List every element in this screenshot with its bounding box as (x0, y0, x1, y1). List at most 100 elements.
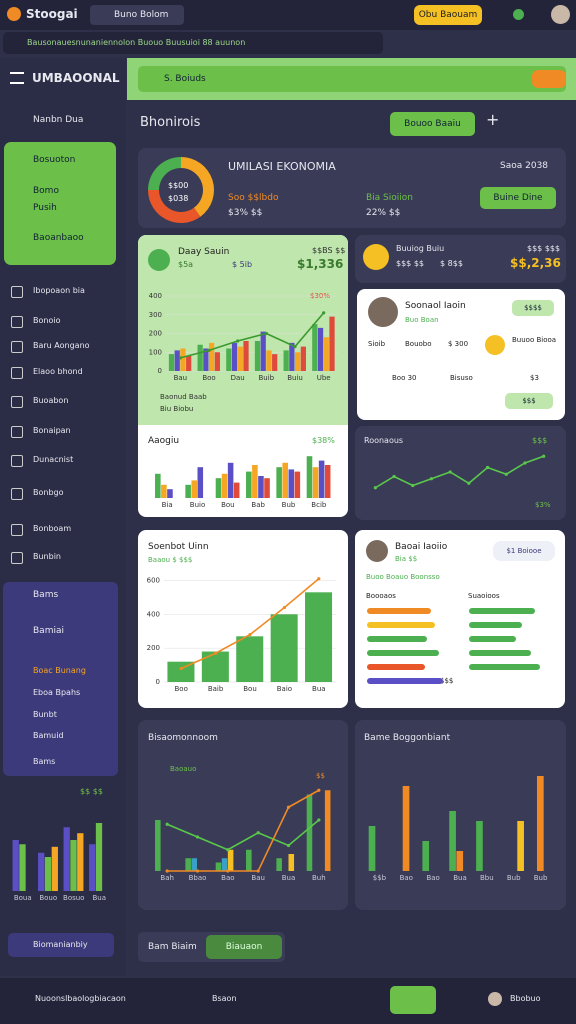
bar (201, 651, 229, 682)
summary-label: Bia Sioiion (366, 193, 413, 203)
primary-button[interactable]: Bouoo Baaiu (390, 112, 475, 136)
bar (155, 473, 161, 498)
nav-item[interactable]: Ibopoaon bia (33, 286, 85, 295)
bar (276, 467, 282, 498)
sales-chart: 0 200 400 600 Boo Baib Bou Baio Bua (147, 576, 336, 693)
nav-item[interactable]: Bonboam (33, 524, 72, 533)
coin-icon (363, 244, 389, 270)
point (542, 454, 546, 458)
bar (456, 851, 464, 871)
point (411, 483, 415, 488)
bar (272, 354, 278, 371)
sidebar-button[interactable]: Biomanianbiy (8, 933, 114, 957)
bottom-field[interactable]: Bsaon (212, 994, 237, 1003)
analytics-chart: Bia Buio Bou Bab Bub Bcib (155, 456, 331, 509)
x-tick-label: Bua (312, 685, 326, 693)
bar (236, 636, 264, 682)
market-chart: Bah Bbao Bao Bau Bua Buh (155, 788, 331, 882)
bar (19, 844, 26, 891)
progress-bar (469, 636, 516, 642)
y-tick-label: 0 (156, 678, 160, 686)
bar (246, 471, 252, 498)
footer-button[interactable]: Biauaon (206, 935, 282, 959)
x-tick-label: Boo (175, 685, 188, 693)
x-tick-label: Bua (282, 874, 296, 882)
point (236, 339, 240, 343)
avatar[interactable] (551, 5, 570, 24)
address-bar[interactable]: Bausonauesnunaniennolon Buouo Buusuioi 8… (3, 32, 383, 54)
nav-item[interactable]: Bonbgo (33, 488, 64, 497)
overview-icon (148, 249, 170, 271)
summary-value: $3% $$ (228, 208, 263, 218)
profile-button[interactable]: $$$ (505, 393, 553, 409)
overview-sub: $5a (178, 260, 194, 269)
x-tick-label: Buio (190, 501, 205, 509)
pill-button[interactable]: Obu Baouam (414, 5, 482, 25)
profile-stat: $3 (530, 374, 539, 382)
nav-item[interactable]: Dunacnist (33, 455, 74, 464)
point (165, 869, 169, 873)
point (178, 356, 182, 360)
x-tick-label: Bao (221, 874, 234, 882)
nav-item[interactable]: Bonaipan (33, 426, 71, 435)
nav-subitem[interactable]: Bomo (33, 186, 59, 196)
nav-item[interactable]: Bunbin (33, 552, 61, 561)
panel-item[interactable]: Eboa Bpahs (33, 688, 81, 697)
nav-item[interactable]: Baru Aongano (33, 341, 90, 350)
progress-bar (367, 636, 427, 642)
nav-item[interactable]: Elaoo bhond (33, 367, 83, 376)
bar (227, 462, 234, 498)
summary-button[interactable]: Buine Dine (480, 187, 556, 209)
bar (51, 846, 58, 891)
nav-item[interactable]: Buoabon (33, 396, 69, 405)
tab[interactable]: Buno Bolom (90, 5, 184, 25)
panel-item[interactable]: Bamuid (33, 731, 64, 740)
panel-item[interactable]: Boac Bunang (33, 666, 86, 675)
nav-item[interactable]: Nanbn Dua (33, 115, 84, 125)
bar (215, 478, 222, 498)
nav-icon (11, 426, 23, 438)
point (317, 577, 321, 581)
bar (252, 465, 258, 498)
menu-icon[interactable] (10, 72, 24, 84)
nav-subitem[interactable]: Pusih (33, 203, 57, 213)
nav-item[interactable]: Bonoio (33, 316, 61, 325)
bottom-button[interactable] (390, 986, 436, 1014)
nav-group-title[interactable]: Bosuoton (33, 155, 76, 165)
x-tick-label: Bau (251, 874, 265, 882)
progress-button[interactable]: $1 Boiooe (493, 541, 555, 561)
bar (214, 352, 220, 371)
bar (306, 794, 313, 871)
search-button[interactable] (532, 70, 566, 88)
status-icon (513, 9, 524, 20)
progress-foot: $$$ (440, 677, 454, 685)
point (429, 477, 434, 481)
bar (70, 840, 77, 891)
summary-right: Saoa 2038 (500, 161, 549, 171)
balance-card (355, 235, 566, 283)
panel-subtitle: Bamiai (33, 626, 64, 636)
balance-sub: $$$ $$ (396, 259, 424, 268)
x-tick-label: Bcib (311, 501, 327, 509)
search-input[interactable]: S. Boiuds (138, 66, 566, 92)
bar (63, 827, 70, 891)
x-tick-label: Bua (92, 894, 106, 902)
profile-stat: Boo 30 (392, 374, 417, 382)
x-tick-label: Bao (426, 874, 439, 882)
x-tick-label: Boo (202, 374, 215, 382)
progress-avatar (366, 540, 388, 562)
bar (300, 346, 306, 371)
bar (167, 661, 195, 682)
bar (44, 857, 52, 891)
progress-bar (469, 664, 541, 670)
nav-subitem[interactable]: Baoanbaoo (33, 233, 84, 243)
panel-item[interactable]: Bunbt (33, 710, 57, 719)
profile-button[interactable]: $$$$ (512, 300, 554, 316)
market-card (138, 720, 348, 910)
x-tick-label: Bosuo (63, 894, 84, 902)
bar (203, 348, 209, 371)
add-icon[interactable]: + (486, 110, 500, 129)
x-tick-label: Baib (208, 685, 224, 693)
trend-tag: $$$ (532, 436, 548, 445)
